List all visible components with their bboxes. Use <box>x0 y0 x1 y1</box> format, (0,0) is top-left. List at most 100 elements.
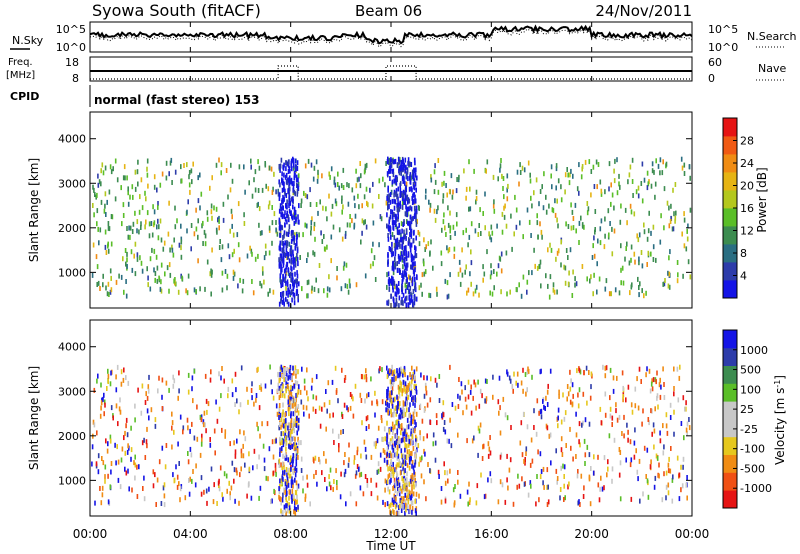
scatter-cell-1901 <box>395 434 398 440</box>
scatter-cell-11 <box>554 212 557 218</box>
scatter-cell-1883 <box>405 271 407 277</box>
scatter-cell-240 <box>578 387 581 393</box>
scatter-cell-1178 <box>294 279 296 285</box>
scatter-cell-1692 <box>408 381 411 387</box>
scatter-cell-1675 <box>392 412 395 418</box>
scatter-cell-484 <box>637 185 640 191</box>
scatter-cell-408 <box>252 290 255 296</box>
scatter-cell-556 <box>607 466 609 472</box>
scatter-cell-1241 <box>278 494 280 500</box>
scatter-cell-744 <box>621 370 624 376</box>
scatter-cell-762 <box>371 400 373 406</box>
scatter-cell-1809 <box>409 179 412 185</box>
scatter-cell-202 <box>686 431 688 437</box>
scatter-cell-1921 <box>411 279 414 285</box>
scatter-cell-1341 <box>286 476 289 482</box>
scatter-cell-116 <box>228 254 231 260</box>
scatter-cell-3 <box>652 244 655 250</box>
scatter-cell-810 <box>165 160 168 166</box>
scatter-cell-1265 <box>296 279 298 284</box>
scatter-cell-920 <box>499 405 501 411</box>
scatter-cell-1212 <box>292 453 295 458</box>
noise-panel: N.Sky 10^5 10^0 10^5 10^0 N.Search <box>10 21 797 54</box>
scatter-cell-1618 <box>399 470 402 476</box>
scatter-cell-1352 <box>283 242 285 248</box>
scatter-cell-1822 <box>406 400 408 406</box>
scatter-cell-712 <box>106 448 109 454</box>
scatter-cell-191 <box>347 407 349 413</box>
scatter-cell-773 <box>612 375 615 381</box>
scatter-cell-729 <box>192 398 194 404</box>
scatter-cell-752 <box>232 275 235 281</box>
scatter-cell-652 <box>653 444 655 450</box>
scatter-cell-1786 <box>395 467 397 473</box>
scatter-cell-487 <box>533 425 535 430</box>
scatter-cell-1874 <box>402 484 405 490</box>
scatter-cell-428 <box>346 405 348 411</box>
scatter-cell-440 <box>569 399 572 405</box>
scatter-cell-629 <box>473 435 475 441</box>
scatter-cell-1598 <box>399 413 401 419</box>
scatter-cell-59 <box>157 388 159 394</box>
scatter-cell-22 <box>588 159 591 165</box>
scatter-cell-565 <box>398 386 401 392</box>
scatter-cell-254 <box>107 368 109 374</box>
scatter-cell-870 <box>550 173 552 179</box>
scatter-cell-451 <box>93 187 95 193</box>
scatter-cell-1292 <box>283 181 285 187</box>
scatter-cell-725 <box>590 274 592 280</box>
scatter-cell-204 <box>376 469 379 475</box>
scatter-cell-510 <box>353 459 355 465</box>
scatter-cell-1592 <box>407 285 409 290</box>
scatter-cell-393 <box>470 281 472 287</box>
scatter-cell-755 <box>255 393 258 398</box>
scatter-cell-1036 <box>95 461 98 467</box>
scatter-cell-1457 <box>291 197 294 203</box>
scatter-cell-1328 <box>297 483 300 489</box>
scatter-cell-1363 <box>290 384 292 390</box>
scatter-cell-1891 <box>407 385 409 391</box>
scatter-cell-1769 <box>396 490 399 496</box>
scatter-cell-1287 <box>294 411 296 417</box>
y-tick-label-0: 1000 <box>58 266 86 279</box>
scatter-cell-1827 <box>393 302 396 308</box>
scatter-cell-485 <box>475 196 478 201</box>
scatter-cell-713 <box>609 395 611 401</box>
scatter-cell-1154 <box>292 249 294 255</box>
scatter-cell-959 <box>178 461 180 466</box>
scatter-cell-1763 <box>404 461 407 466</box>
scatter-cell-873 <box>652 377 655 383</box>
scatter-cell-123 <box>420 282 422 288</box>
scatter-cell-188 <box>516 371 519 377</box>
power-y-label: Slant Range [km] <box>27 158 41 262</box>
scatter-cell-1184 <box>294 380 297 386</box>
scatter-cell-1072 <box>197 218 199 224</box>
scatter-cell-195 <box>153 220 156 226</box>
scatter-cell-68 <box>490 270 493 276</box>
scatter-cell-252 <box>434 179 437 185</box>
scatter-cell-1129 <box>526 279 529 285</box>
scatter-cell-207 <box>261 230 263 236</box>
scatter-cell-278 <box>440 250 443 256</box>
scatter-cell-536 <box>563 464 566 470</box>
scatter-cell-1245 <box>280 292 282 297</box>
scatter-cell-1483 <box>411 200 414 205</box>
scatter-cell-20 <box>363 439 366 445</box>
y-tick-label-2: 3000 <box>58 177 86 190</box>
scatter-cell-1443 <box>283 172 285 178</box>
scatter-cell-364 <box>229 228 231 234</box>
scatter-cell-443 <box>136 464 138 470</box>
scatter-cell-73 <box>444 225 446 231</box>
scatter-cell-1076 <box>249 245 251 251</box>
scatter-cell-1055 <box>121 221 123 227</box>
scatter-cell-1453 <box>286 240 288 246</box>
scatter-cell-1709 <box>404 196 407 202</box>
scatter-cell-458 <box>256 202 259 208</box>
scatter-cell-419 <box>440 499 443 505</box>
scatter-cell-313 <box>506 415 509 421</box>
noise-left-tick-bottom: 10^0 <box>56 41 86 54</box>
scatter-cell-1103 <box>432 432 435 438</box>
scatter-cell-952 <box>451 194 454 200</box>
scatter-cell-189 <box>391 385 394 391</box>
scatter-cell-325 <box>408 453 410 458</box>
